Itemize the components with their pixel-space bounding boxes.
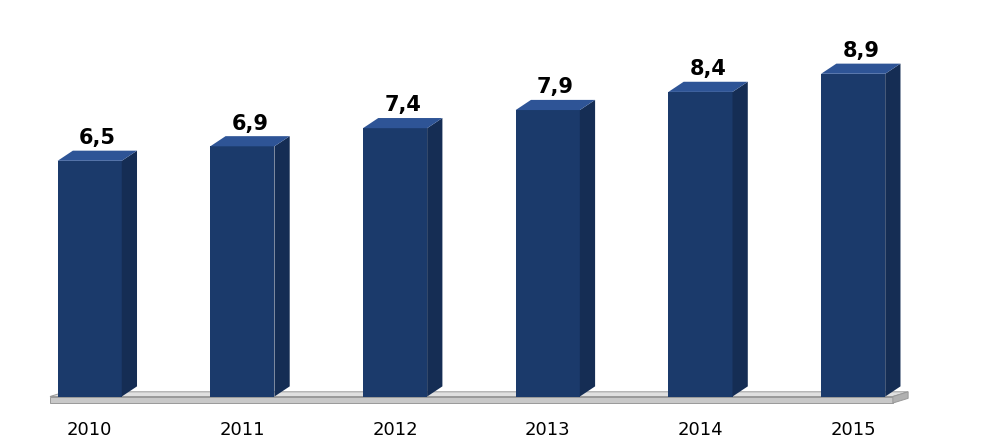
Polygon shape — [580, 100, 595, 396]
Text: 7,9: 7,9 — [537, 78, 574, 97]
Text: 8,9: 8,9 — [843, 41, 879, 61]
Text: 6,9: 6,9 — [232, 113, 269, 134]
Polygon shape — [821, 74, 885, 396]
Polygon shape — [668, 82, 748, 92]
Polygon shape — [210, 136, 289, 146]
Polygon shape — [363, 118, 442, 128]
Polygon shape — [668, 92, 733, 396]
Polygon shape — [516, 110, 580, 396]
Polygon shape — [50, 392, 908, 396]
Polygon shape — [58, 151, 137, 161]
Polygon shape — [122, 151, 137, 396]
Polygon shape — [50, 396, 893, 403]
Polygon shape — [275, 136, 289, 396]
Text: 8,4: 8,4 — [690, 59, 727, 79]
Polygon shape — [821, 64, 901, 74]
Text: 6,5: 6,5 — [78, 128, 116, 148]
Polygon shape — [893, 392, 908, 403]
Polygon shape — [210, 146, 275, 396]
Text: 7,4: 7,4 — [385, 96, 421, 116]
Polygon shape — [733, 82, 748, 396]
Polygon shape — [516, 100, 595, 110]
Polygon shape — [58, 161, 122, 396]
Polygon shape — [427, 118, 442, 396]
Polygon shape — [885, 64, 901, 396]
Polygon shape — [363, 128, 427, 396]
